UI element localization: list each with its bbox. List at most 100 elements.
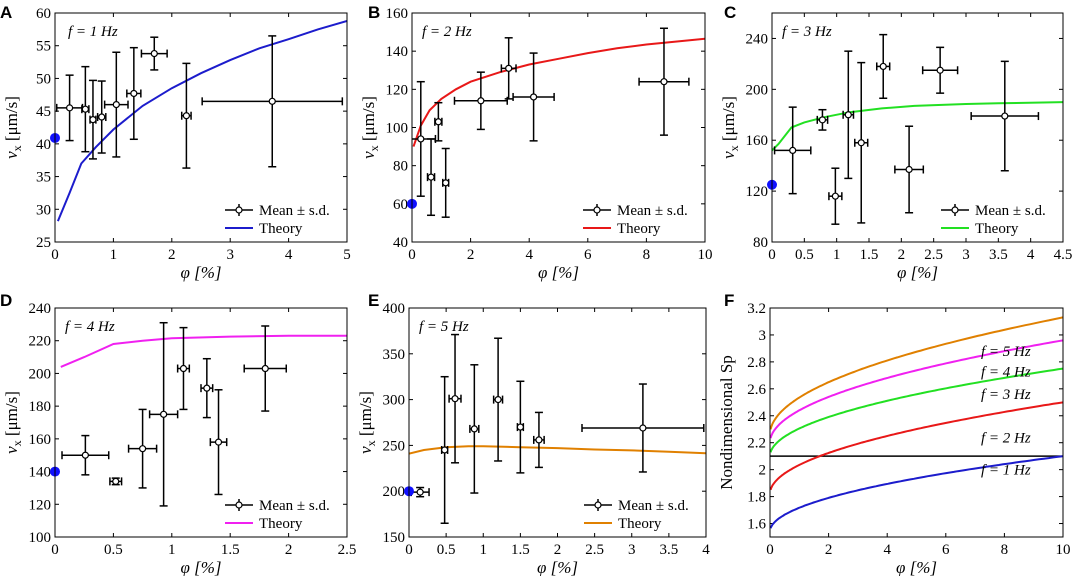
x-axis-label: φ [%] (897, 263, 938, 282)
mean-marker (470, 425, 478, 433)
y-tick-label: 2.2 (747, 436, 766, 452)
legend-label-theory: Theory (617, 221, 661, 237)
mean-marker (416, 488, 424, 496)
mean-marker (417, 135, 425, 143)
axes-frame (771, 12, 1064, 243)
panel-E: E 0 0.5 1 1.5 2 2.5 3 3.5 4 150 200 250 300 350 400 φ [%… (356, 291, 710, 576)
y-label-sub: x (727, 145, 741, 151)
theory-curve (56, 19, 347, 222)
theory-curve (772, 101, 1063, 152)
measurement-point (440, 375, 449, 525)
mean-marker (505, 64, 513, 72)
mean-marker (1001, 112, 1009, 120)
measurement-point (109, 477, 123, 486)
y-tick-label: 40 (393, 235, 408, 251)
y-label-sub: x (367, 145, 381, 151)
mean-marker (516, 423, 524, 431)
measurement-point (243, 325, 288, 412)
sp-curve (770, 455, 1063, 529)
y-tick-label: 400 (383, 301, 406, 317)
mean-marker (434, 118, 442, 126)
panel-B: B 0 2 4 6 8 10 40 60 80 100 120 140 160 φ [%] vx [μm/s]… (359, 3, 713, 282)
y-label-main: v (356, 446, 375, 454)
legend-label-theory: Theory (259, 516, 303, 532)
theory-curve (60, 334, 347, 368)
mean-marker (160, 410, 168, 418)
x-tick-label: 0 (766, 542, 774, 558)
measurement-point (201, 35, 344, 168)
y-tick-label: 45 (36, 104, 51, 120)
y-tick-label: 3.2 (747, 301, 766, 317)
measurement-point (876, 33, 891, 99)
y-label-main: v (719, 151, 738, 159)
mean-marker (451, 395, 459, 403)
legend-label-mean: Mean ± s.d. (975, 203, 1046, 219)
measurement-point (56, 74, 84, 142)
x-tick-label: 0 (51, 247, 59, 263)
panel-label: A (0, 3, 12, 22)
x-tick-label: 2 (467, 247, 475, 263)
y-tick-label: 200 (383, 484, 406, 500)
mean-marker (65, 104, 74, 112)
mean-marker (477, 97, 485, 105)
mean-marker (89, 116, 97, 124)
mean-marker (494, 396, 502, 404)
x-tick-label: 0.5 (437, 542, 456, 558)
y-tick-label: 160 (29, 432, 52, 448)
y-label-rest: [μm/s] (359, 96, 378, 145)
x-tick-label: 10 (1056, 542, 1071, 558)
x-tick-label: 1 (480, 542, 488, 558)
y-tick-label: 80 (753, 235, 768, 251)
x-tick-label: 0.5 (795, 247, 814, 263)
mean-marker (879, 62, 887, 71)
mean-marker (936, 66, 944, 74)
legend: Mean ± s.d. Theory (225, 498, 330, 532)
y-tick-label: 55 (36, 39, 51, 55)
measurement-point (970, 60, 1040, 172)
mean-marker (818, 116, 827, 124)
mean-marker (182, 112, 190, 120)
y-tick-label: 160 (746, 133, 769, 149)
measurement-point (773, 106, 812, 195)
y-tick-label: 1.6 (747, 517, 766, 533)
measurement-point (176, 326, 191, 411)
y-tick-label: 250 (383, 438, 406, 454)
frequency-annotation: f = 3 Hz (782, 24, 832, 40)
y-tick-label: 180 (29, 399, 52, 415)
measurement-point (103, 51, 129, 158)
measurement-point (61, 434, 110, 476)
axes-frame (408, 307, 707, 538)
y-label-main: v (359, 151, 378, 159)
mean-marker (81, 451, 89, 459)
plot-area (770, 316, 1063, 529)
mean-marker (261, 364, 269, 373)
measurement-point (638, 27, 690, 136)
measurement-point (516, 380, 525, 474)
axes-frame (411, 12, 706, 243)
y-tick-label: 80 (393, 159, 408, 175)
mean-marker (441, 446, 449, 454)
x-axis-label: φ [%] (538, 263, 579, 282)
measurement-point (453, 71, 508, 131)
mean-marker (905, 165, 913, 174)
measurement-point (581, 383, 705, 473)
y-label-sub: x (10, 145, 24, 151)
x-tick-label: 2 (898, 247, 906, 263)
panel-C: C 0 0.5 1 1.5 2 2.5 3 3.5 4 4.5 80 120 160 200 240 φ [%]… (719, 3, 1072, 282)
measurement-point (448, 333, 462, 464)
y-axis-label: Nondimensional Sp (717, 355, 736, 490)
y-label-rest: [μm/s] (356, 391, 375, 440)
y-tick-label: 240 (29, 301, 52, 317)
y-tick-label: 2 (759, 463, 767, 479)
legend-label-mean: Mean ± s.d. (618, 498, 689, 514)
mean-marker (214, 438, 223, 446)
legend-label-theory: Theory (618, 516, 662, 532)
x-tick-label: 8 (1001, 542, 1009, 558)
theory-curve (412, 37, 705, 147)
measurement-point (492, 337, 504, 462)
y-tick-label: 200 (29, 366, 52, 382)
legend-mean-marker (594, 501, 602, 509)
y-tick-label: 120 (29, 497, 52, 513)
x-tick-label: 1 (110, 247, 118, 263)
panel-label: C (724, 3, 736, 22)
